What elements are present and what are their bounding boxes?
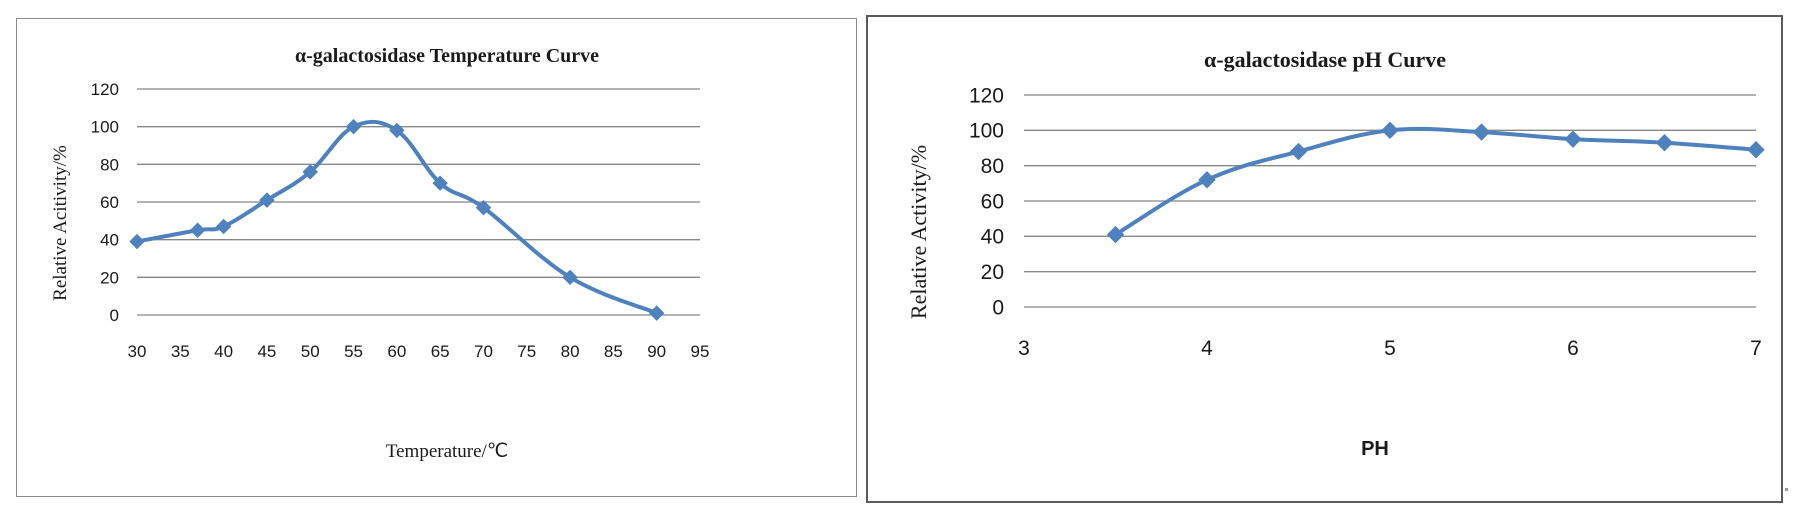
x-tick-label: 70 [474, 342, 493, 361]
y-tick-label: 20 [981, 261, 1004, 284]
x-tick-labels: 3 4 5 6 7 [1018, 337, 1762, 360]
y-tick-label: 20 [100, 268, 119, 287]
x-tick-labels: 30 35 40 45 50 55 60 65 70 75 80 85 90 95 [128, 342, 710, 361]
y-axis-label: Relative Activity/% [906, 145, 931, 319]
data-point-marker [215, 218, 232, 235]
ph-chart-panel: α-galactosidase pH Curve 0 20 40 60 80 100 120… [866, 15, 1783, 503]
temperature-chart-panel: α-galactosidase Temperature Curve 0 20 40 6… [16, 18, 857, 497]
x-tick-label: 3 [1018, 337, 1030, 360]
y-tick-label: 100 [91, 118, 119, 137]
x-tick-label: 95 [691, 342, 710, 361]
data-point-marker [1655, 133, 1674, 152]
data-point-marker [1381, 121, 1399, 140]
y-tick-labels: 0 20 40 60 80 100 120 [91, 80, 119, 325]
series-markers [129, 118, 665, 321]
x-tick-label: 45 [257, 342, 276, 361]
y-tick-label: 0 [992, 296, 1004, 319]
y-tick-label: 80 [981, 155, 1004, 178]
x-tick-label: 65 [431, 342, 450, 361]
y-tick-labels: 0 20 40 60 80 100 120 [969, 84, 1004, 319]
y-axis-label: Relative Acitivity/% [50, 145, 71, 301]
y-tick-label: 60 [100, 193, 119, 212]
x-tick-label: 6 [1567, 337, 1579, 360]
stray-mark [1785, 488, 1788, 491]
data-point-marker [302, 164, 318, 180]
chart-title: α-galactosidase pH Curve [1204, 47, 1446, 72]
y-tick-label: 100 [969, 120, 1004, 143]
y-tick-label: 80 [100, 155, 119, 174]
data-point-marker [1747, 141, 1765, 159]
data-point-marker [562, 269, 578, 286]
series-markers [1106, 121, 1765, 244]
x-tick-label: 55 [344, 342, 363, 361]
y-tick-label: 120 [969, 84, 1004, 107]
data-point-marker [1106, 225, 1125, 244]
data-point-marker [129, 233, 145, 250]
data-point-marker [345, 118, 362, 135]
x-tick-label: 40 [214, 342, 233, 361]
grid [137, 88, 700, 316]
x-tick-label: 30 [128, 342, 147, 361]
y-tick-label: 60 [981, 190, 1004, 213]
x-tick-label: 35 [171, 342, 190, 361]
x-tick-label: 80 [561, 342, 580, 361]
temperature-chart: α-galactosidase Temperature Curve 0 20 40 6… [50, 45, 710, 462]
y-tick-label: 40 [981, 226, 1004, 249]
x-tick-label: 5 [1384, 337, 1396, 360]
x-tick-label: 85 [604, 342, 623, 361]
x-axis-label: Temperature/℃ [386, 441, 508, 462]
y-tick-label: 40 [100, 231, 119, 250]
ph-chart: α-galactosidase pH Curve 0 20 40 60 80 100 120… [906, 47, 1765, 460]
data-point-marker [1472, 123, 1491, 141]
y-tick-label: 0 [110, 306, 119, 325]
data-point-marker [475, 199, 492, 216]
data-point-marker [1289, 142, 1308, 161]
data-point-marker [648, 305, 665, 321]
data-point-marker [189, 222, 206, 238]
data-point-marker [1564, 130, 1582, 148]
data-point-marker [432, 175, 448, 191]
x-tick-label: 90 [647, 342, 666, 361]
x-tick-label: 50 [301, 342, 320, 361]
data-point-marker [259, 192, 275, 208]
x-tick-label: 75 [517, 342, 536, 361]
x-tick-label: 60 [387, 342, 406, 361]
series-line [135, 119, 659, 316]
x-tick-label: 7 [1750, 337, 1762, 360]
x-tick-label: 4 [1201, 337, 1213, 360]
y-tick-label: 120 [91, 80, 119, 99]
chart-title: α-galactosidase Temperature Curve [295, 45, 599, 67]
data-point-marker [389, 122, 405, 139]
x-axis-label: PH [1361, 438, 1389, 460]
data-point-marker [1198, 171, 1216, 189]
